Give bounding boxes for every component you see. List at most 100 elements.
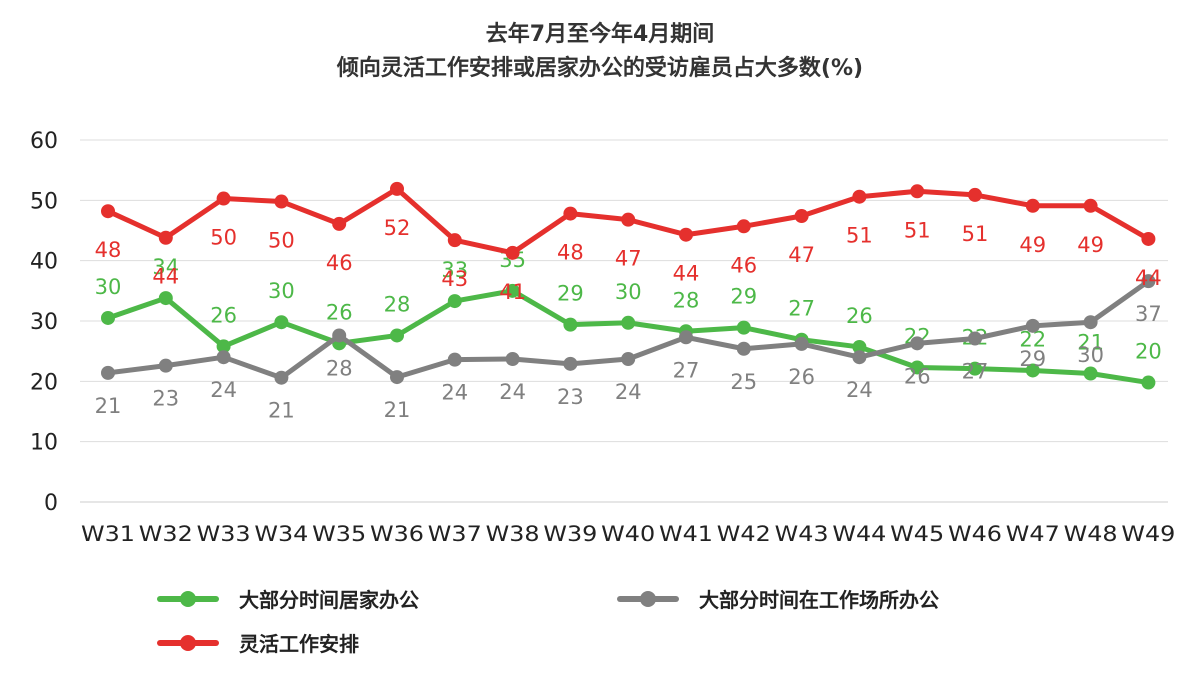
data-label: 51 — [846, 224, 873, 248]
data-label: 29 — [1019, 347, 1046, 371]
x-tick-label: W34 — [254, 522, 308, 546]
x-tick-label: W35 — [312, 522, 366, 546]
data-point — [968, 331, 982, 346]
legend-item-workplace: 大部分时间在工作场所办公 — [617, 584, 939, 613]
data-point — [621, 212, 636, 227]
y-tick-label: 10 — [30, 431, 58, 456]
data-point — [1025, 363, 1040, 378]
x-tick-label: W33 — [197, 522, 251, 546]
data-point — [332, 216, 347, 231]
data-label: 43 — [441, 267, 468, 291]
data-label: 21 — [268, 399, 295, 423]
data-label: 46 — [730, 253, 757, 277]
data-point — [505, 352, 520, 367]
x-tick-label: W43 — [775, 522, 829, 546]
data-label: 23 — [152, 387, 179, 411]
data-point — [447, 352, 462, 367]
data-point — [736, 320, 751, 335]
data-label: 20 — [1135, 340, 1162, 364]
data-point — [101, 204, 115, 219]
data-label: 47 — [788, 243, 815, 267]
data-label: 49 — [1019, 233, 1046, 257]
data-point — [101, 310, 115, 325]
data-point — [563, 317, 578, 332]
data-label: 30 — [95, 275, 122, 299]
data-point — [621, 352, 636, 367]
data-point — [274, 315, 289, 330]
x-tick-label: W38 — [486, 522, 540, 546]
x-tick-label: W37 — [428, 522, 482, 546]
x-tick-label: W32 — [139, 522, 193, 546]
data-point — [968, 361, 982, 376]
data-label: 51 — [904, 218, 931, 242]
y-tick-label: 60 — [30, 129, 58, 154]
data-label: 21 — [1077, 330, 1104, 354]
x-tick-label: W41 — [659, 522, 713, 546]
data-label: 29 — [557, 282, 584, 306]
data-point — [505, 283, 520, 298]
data-point — [158, 291, 173, 306]
x-tick-label: W36 — [370, 522, 424, 546]
data-label: 30 — [615, 280, 642, 304]
data-point — [563, 206, 578, 221]
x-tick-label: W44 — [832, 522, 886, 546]
data-label: 25 — [730, 370, 757, 394]
data-label: 44 — [1135, 266, 1162, 290]
y-tick-label: 20 — [30, 370, 58, 395]
data-label: 26 — [846, 304, 873, 328]
data-label: 41 — [499, 280, 526, 304]
data-point — [1141, 274, 1156, 289]
data-point — [447, 294, 462, 309]
data-label: 48 — [557, 241, 584, 265]
data-point — [1141, 375, 1156, 390]
data-label: 26 — [326, 300, 353, 324]
data-label: 49 — [1077, 233, 1104, 257]
line-chart: 0 10 20 30 40 50 60 W31 W32 W33 W34 W35 W36 W37 W38 W39… — [30, 129, 1175, 546]
data-label: 23 — [557, 385, 584, 409]
data-label: 27 — [788, 297, 815, 321]
y-tick-label: 40 — [30, 250, 58, 275]
y-tick-label: 50 — [30, 189, 58, 214]
data-label: 50 — [268, 229, 295, 253]
data-point — [794, 336, 809, 351]
legend-label-workplace: 大部分时间在工作场所办公 — [699, 588, 939, 612]
data-label: 27 — [673, 358, 700, 382]
data-point — [910, 336, 925, 351]
chart-title: 去年7月至今年4月期间 倾向灵活工作安排或居家办公的受访雇员占大多数(%) — [0, 18, 1200, 86]
data-point — [794, 209, 809, 224]
data-label: 24 — [846, 378, 873, 402]
data-point — [910, 360, 925, 375]
legend-item-home: 大部分时间居家办公 — [157, 584, 419, 613]
data-label: 24 — [210, 378, 237, 402]
data-label: 24 — [499, 380, 526, 404]
data-point — [216, 350, 231, 365]
x-tick-label: W31 — [81, 522, 135, 546]
legend-swatch-gray — [617, 590, 679, 607]
data-label: 37 — [1135, 302, 1162, 326]
data-point — [968, 187, 982, 202]
data-point — [563, 356, 578, 371]
data-label: 28 — [384, 292, 411, 316]
x-tick-label: W46 — [948, 522, 1002, 546]
data-label: 28 — [673, 288, 700, 312]
data-label: 30 — [268, 279, 295, 303]
data-label: 30 — [1077, 343, 1104, 367]
data-point — [158, 230, 173, 245]
data-label: 29 — [730, 285, 757, 309]
chart-title-line-2: 倾向灵活工作安排或居家办公的受访雇员占大多数(%) — [336, 56, 864, 81]
legend-label-home: 大部分时间居家办公 — [239, 588, 419, 612]
legend-item-flexible: 灵活工作安排 — [157, 628, 359, 657]
data-label: 44 — [673, 262, 700, 286]
data-point — [390, 181, 404, 196]
data-point — [679, 227, 693, 242]
x-tick-label: W47 — [1006, 522, 1060, 546]
data-point — [274, 370, 289, 385]
legend-swatch-red — [157, 634, 219, 651]
data-point — [1025, 318, 1040, 333]
data-label: 48 — [95, 238, 122, 262]
legend-swatch-green — [157, 590, 219, 607]
x-tick-label: W40 — [601, 522, 655, 546]
data-label: 52 — [384, 216, 411, 240]
data-label: 47 — [615, 247, 642, 271]
data-point — [447, 233, 462, 248]
